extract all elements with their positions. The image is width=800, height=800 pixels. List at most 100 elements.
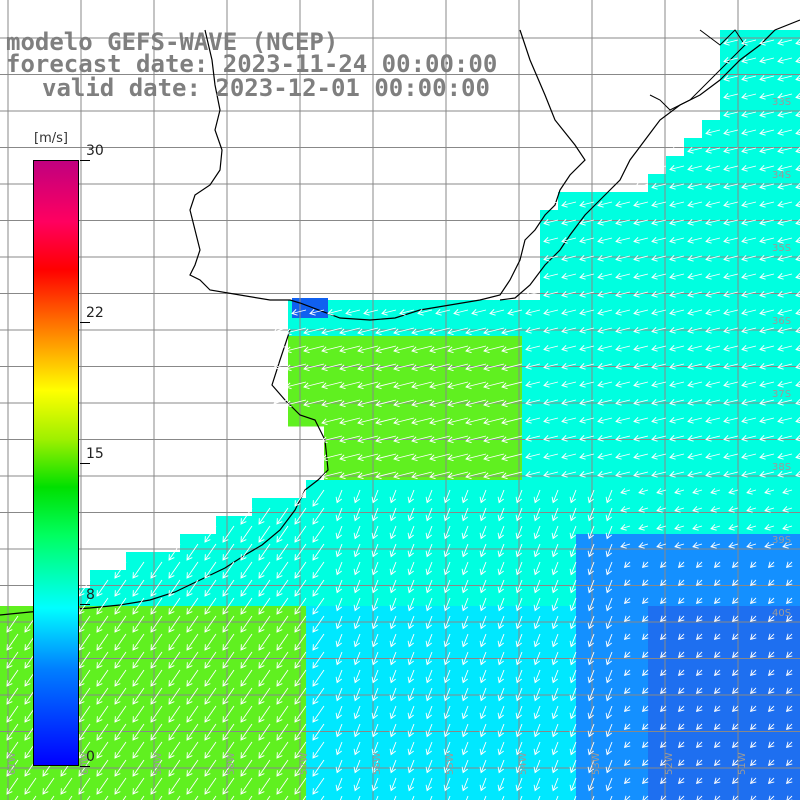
wind-arrow bbox=[353, 687, 361, 702]
wind-arrow bbox=[411, 471, 433, 480]
wind-cell bbox=[630, 480, 649, 499]
wind-arrow bbox=[741, 129, 757, 136]
wind-arrow bbox=[777, 165, 793, 172]
wind-arrow bbox=[705, 147, 721, 154]
wind-cell bbox=[306, 318, 325, 337]
wind-arrow bbox=[150, 687, 163, 705]
wind-arrow bbox=[633, 309, 649, 316]
wind-arrow bbox=[371, 687, 379, 702]
wind-arrow bbox=[312, 651, 325, 669]
wind-arrow bbox=[731, 705, 739, 713]
wind-arrow bbox=[687, 471, 703, 478]
wind-cell bbox=[612, 318, 631, 337]
wind-arrow bbox=[371, 633, 379, 648]
wind-arrow bbox=[335, 759, 343, 774]
wind-cell bbox=[468, 480, 487, 499]
wind-cell bbox=[396, 696, 415, 715]
wind-cell bbox=[738, 408, 757, 427]
wind-arrow bbox=[461, 543, 469, 558]
wind-arrow bbox=[785, 633, 793, 641]
wind-cell bbox=[702, 228, 721, 247]
wind-cell bbox=[414, 714, 433, 733]
wind-cell bbox=[360, 588, 379, 607]
wind-arrow bbox=[132, 579, 145, 597]
wind-cell bbox=[180, 660, 199, 679]
wind-arrow bbox=[759, 219, 775, 226]
wind-cell bbox=[720, 390, 739, 409]
wind-arrow bbox=[561, 309, 577, 316]
wind-arrow bbox=[705, 255, 721, 262]
wind-arrow bbox=[335, 705, 343, 720]
wind-cell bbox=[666, 228, 685, 247]
wind-arrow bbox=[687, 435, 703, 442]
wind-cell bbox=[666, 678, 685, 697]
wind-arrow bbox=[186, 543, 199, 561]
wind-cell bbox=[126, 624, 145, 643]
wind-arrow bbox=[273, 399, 289, 406]
wind-cell bbox=[756, 444, 775, 463]
wind-cell bbox=[180, 732, 199, 751]
wind-arrow bbox=[461, 597, 469, 612]
wind-cell bbox=[288, 354, 307, 373]
wind-arrow bbox=[353, 543, 361, 558]
wind-arrow bbox=[659, 651, 667, 659]
wind-arrow bbox=[687, 453, 703, 460]
lon-label: 58W bbox=[226, 752, 237, 775]
wind-arrow bbox=[497, 705, 505, 720]
wind-cell bbox=[288, 714, 307, 733]
wind-arrow bbox=[687, 129, 703, 136]
wind-arrow bbox=[276, 687, 289, 705]
wind-arrow bbox=[248, 795, 253, 800]
wind-cell bbox=[522, 624, 541, 643]
wind-arrow bbox=[96, 723, 109, 741]
wind-cell bbox=[414, 372, 433, 391]
wind-arrow bbox=[615, 255, 631, 262]
lat-label: 36S bbox=[772, 316, 791, 327]
wind-arrow bbox=[393, 381, 415, 390]
wind-cell bbox=[504, 372, 523, 391]
wind-cell bbox=[468, 732, 487, 751]
wind-arrow bbox=[150, 669, 163, 687]
wind-arrow bbox=[443, 741, 451, 756]
wind-cell bbox=[684, 462, 703, 481]
wind-arrow bbox=[276, 777, 289, 795]
wind-cell bbox=[252, 606, 271, 625]
lon-label: 51W bbox=[737, 752, 748, 775]
wind-cell bbox=[522, 336, 541, 355]
wind-arrow bbox=[407, 525, 415, 540]
lat-label: 40S bbox=[772, 608, 791, 619]
wind-cell bbox=[648, 264, 667, 283]
wind-arrow bbox=[515, 741, 523, 756]
wind-arrow bbox=[96, 651, 109, 669]
wind-arrow bbox=[759, 39, 775, 46]
wind-arrow bbox=[321, 327, 343, 336]
wind-cell bbox=[612, 282, 631, 301]
wind-arrow bbox=[695, 579, 703, 587]
wind-cell bbox=[648, 228, 667, 247]
wind-cell bbox=[324, 318, 343, 337]
wind-arrow bbox=[363, 309, 379, 316]
wind-arrow bbox=[357, 327, 379, 336]
wind-cell bbox=[378, 624, 397, 643]
wind-cell bbox=[450, 660, 469, 679]
wind-arrow bbox=[777, 453, 793, 460]
wind-arrow bbox=[407, 741, 415, 756]
wind-arrow bbox=[741, 273, 757, 280]
wind-arrow bbox=[705, 237, 721, 244]
wind-cell bbox=[468, 300, 487, 319]
wind-arrow bbox=[204, 561, 217, 579]
wind-arrow bbox=[285, 399, 307, 408]
wind-cell bbox=[648, 282, 667, 301]
lon-label: 59W bbox=[153, 752, 164, 775]
wind-arrow bbox=[501, 399, 523, 408]
wind-cell bbox=[108, 714, 127, 733]
wind-cell bbox=[594, 624, 613, 643]
wind-arrow bbox=[767, 615, 775, 623]
wind-cell bbox=[756, 120, 775, 139]
wind-arrow bbox=[533, 489, 541, 504]
wind-arrow bbox=[312, 759, 325, 777]
wind-arrow bbox=[150, 633, 163, 651]
wind-cell bbox=[108, 678, 127, 697]
wind-arrow bbox=[533, 507, 541, 522]
wind-cell bbox=[360, 516, 379, 535]
